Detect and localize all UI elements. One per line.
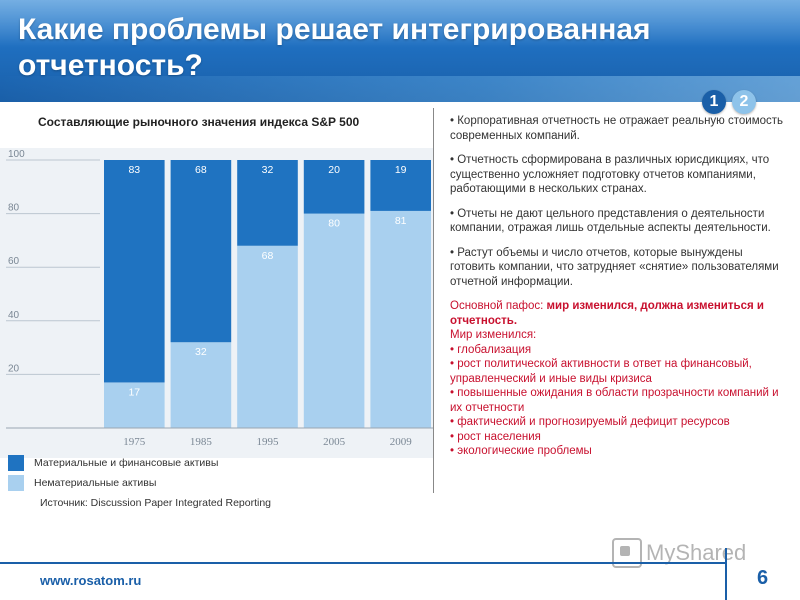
key-message: Основной пафос: мир изменился, должна из…	[450, 299, 785, 328]
x-tick-label-1975: 1975	[123, 436, 146, 448]
y-tick-label-60: 60	[8, 256, 20, 267]
key-message-label: Основной пафос:	[450, 300, 547, 312]
data-label-intangible-1995: 68	[262, 250, 274, 262]
data-label-intangible-2009: 81	[395, 215, 407, 227]
x-tick-label-2005: 2005	[323, 436, 346, 448]
change-item-6: • экологические проблемы	[450, 445, 592, 457]
footer-rule	[0, 562, 725, 564]
legend-label-tangible: Материальные и финансовые активы	[34, 457, 219, 469]
footer-url[interactable]: www.rosatom.ru	[40, 573, 142, 588]
change-item-1: • глобализация	[450, 343, 532, 356]
chart-source: Источник: Discussion Paper Integrated Re…	[40, 497, 272, 509]
bullet-1: • Корпоративная отчетность не отражает р…	[450, 115, 784, 142]
page-number: 6	[757, 567, 769, 589]
slide-title: Какие проблемы решает интегрированная от…	[18, 13, 651, 82]
pager-dot-2[interactable]: 2	[732, 90, 756, 114]
bullet-2: • Отчетность сформирована в различных юр…	[450, 154, 770, 195]
legend-label-intangible: Нематериальные активы	[34, 477, 157, 489]
y-tick-label-20: 20	[8, 363, 20, 374]
data-label-intangible-1985: 32	[195, 346, 207, 358]
key-message-bold: мир изменился, должна измениться и отчет…	[450, 300, 764, 327]
data-label-tangible-2009: 19	[395, 164, 407, 176]
change-item-3: • повышенные ожидания в области прозрачн…	[450, 387, 779, 414]
bar-tangible-1995	[237, 160, 298, 246]
data-label-tangible-2005: 20	[328, 164, 340, 176]
bullet-3: • Отчеты не дают цельного представления …	[450, 207, 771, 235]
x-tick-label-1985: 1985	[190, 436, 213, 448]
legend-item-tangible: Материальные и финансовые активы	[8, 455, 218, 471]
legend-swatch-tangible	[8, 455, 24, 471]
x-tick-label-2009: 2009	[390, 436, 413, 448]
right-panel: • Корпоративная отчетность не отражает р…	[450, 114, 785, 459]
bar-intangible-2005	[303, 213, 365, 428]
legend-item-intangible: Нематериальные активы	[8, 475, 218, 491]
data-label-tangible-1995: 32	[262, 164, 274, 176]
bar-intangible-1995	[237, 245, 298, 428]
header-wave	[0, 76, 800, 102]
change-item-4: • фактический и прогнозируемый дефицит р…	[450, 416, 730, 428]
key-message-block: Основной пафос: мир изменился, должна из…	[450, 299, 785, 459]
watermark: MyShared	[612, 538, 746, 568]
slide-header: Какие проблемы решает интегрированная от…	[0, 0, 800, 102]
stacked-bar-chart: 20 40 60 80 100 83 17 1975 68 32 1985 32 68 1995 20 80 2…	[0, 148, 433, 458]
legend-swatch-intangible	[8, 475, 24, 491]
bar-intangible-1985	[170, 342, 232, 428]
watermark-logo-icon	[612, 538, 642, 568]
pager-dot-1[interactable]: 1	[702, 90, 726, 114]
change-item-2: • рост политической активности в ответ н…	[450, 358, 752, 385]
chart-title: Составляющие рыночного значения индекса …	[38, 115, 360, 129]
footer-divider	[725, 548, 727, 600]
data-label-tangible-1985: 68	[195, 164, 207, 176]
slide-pager: 1 2	[702, 90, 756, 114]
change-item-5: • рост населения	[450, 430, 541, 443]
bar-intangible-2009	[370, 210, 431, 428]
changes-heading: Мир изменился:	[450, 329, 537, 341]
data-label-intangible-2005: 80	[328, 218, 340, 230]
bar-tangible-1975	[104, 160, 165, 383]
bar-tangible-2009	[370, 160, 431, 211]
column-divider	[433, 108, 434, 493]
bar-tangible-1985	[170, 160, 232, 343]
bullet-4: • Растут объемы и число отчетов, которые…	[450, 246, 779, 288]
y-tick-label-40: 40	[8, 310, 20, 321]
bar-intangible-1975	[104, 382, 165, 428]
x-tick-label-1995: 1995	[257, 436, 280, 448]
chart-legend: Материальные и финансовые активы Нематер…	[8, 455, 218, 495]
data-label-intangible-1975: 17	[128, 386, 140, 398]
y-tick-label-80: 80	[8, 203, 20, 214]
y-tick-label-100: 100	[8, 149, 25, 160]
bar-tangible-2005	[303, 160, 365, 214]
header-shine	[0, 0, 800, 48]
data-label-tangible-1975: 83	[128, 164, 140, 176]
watermark-text: MyShared	[646, 540, 747, 565]
